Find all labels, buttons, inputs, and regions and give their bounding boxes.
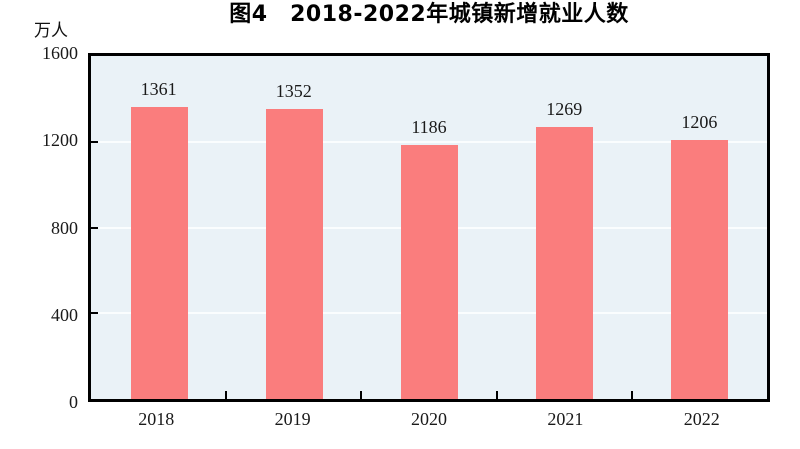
gridline-1200 (91, 140, 767, 143)
x-axis-tick-1 (225, 391, 228, 399)
y-axis-tick-800 (91, 226, 98, 229)
bar-2018 (130, 107, 188, 399)
y-axis-tick-400 (91, 312, 98, 315)
bar-2019 (265, 109, 323, 399)
chart-title: 图4 2018-2022年城镇新增就业人数 (229, 2, 629, 27)
plot-area: 1361 1352 1186 1269 1206 (88, 53, 770, 402)
y-axis-label-1600: 1600 (42, 43, 78, 63)
bar-2020 (401, 144, 458, 399)
y-axis-unit-label: 万人 (34, 21, 68, 41)
x-axis-tick-3 (495, 391, 498, 399)
axis-ticks-layer (91, 56, 767, 399)
x-axis-label-2022: 2022 (683, 409, 720, 429)
x-axis-label-2021: 2021 (547, 409, 584, 429)
y-axis-label-1200: 1200 (42, 130, 78, 151)
y-axis-tick-labels: 0 400 800 1200 1600 (0, 44, 78, 411)
x-axis-label-2018: 2018 (138, 409, 175, 429)
bar-value-2022: 1206 (681, 112, 718, 133)
y-axis-label-400: 400 (51, 304, 78, 325)
bar-value-2020: 1186 (411, 116, 447, 137)
x-axis-tick-2 (360, 391, 363, 399)
bars-layer: 1361 1352 1186 1269 1206 (91, 56, 767, 399)
y-axis-tick-1200 (91, 140, 98, 143)
bar-2021 (536, 126, 594, 399)
x-axis-label-2020: 2020 (411, 409, 447, 429)
bar-value-2019: 1352 (275, 81, 312, 102)
x-axis-label-2019: 2019 (274, 409, 311, 429)
y-axis-label-800: 800 (51, 217, 78, 238)
bar-value-2021: 1269 (546, 98, 583, 119)
y-axis-label-0: 0 (69, 392, 78, 412)
x-axis-tick-4 (630, 391, 633, 399)
bar-2022 (671, 140, 729, 399)
bar-value-2018: 1361 (140, 79, 177, 100)
x-axis-category-labels: 2018 2019 2020 2021 2022 (88, 409, 770, 433)
